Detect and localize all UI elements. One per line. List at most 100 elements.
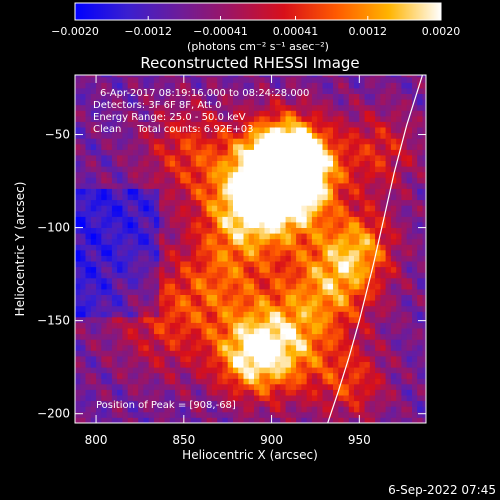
heatmap-cell [169, 110, 176, 117]
heatmap-cell [222, 367, 229, 374]
heatmap-cell [280, 344, 286, 351]
heatmap-cell [85, 266, 92, 273]
heatmap-cell [164, 322, 171, 329]
heatmap-cell [96, 249, 102, 256]
heatmap-cell [348, 143, 355, 150]
heatmap-cell [217, 115, 223, 122]
heatmap-cell [338, 182, 344, 189]
x-axis: 800 850 900 950 [85, 75, 371, 447]
heatmap-cell [190, 249, 197, 256]
heatmap-cell [275, 227, 281, 234]
heatmap-cell [111, 356, 118, 362]
heatmap-cell [185, 311, 192, 318]
heatmap-cell [364, 121, 371, 128]
heatmap-cell [280, 99, 286, 106]
x-tick-label: 800 [85, 433, 108, 447]
heatmap-cell [201, 227, 208, 234]
heatmap-cell [380, 76, 387, 83]
heatmap-cell [233, 383, 239, 390]
heatmap-cell [275, 82, 281, 89]
heatmap-cell [259, 222, 265, 228]
heatmap-cell [143, 188, 150, 195]
heatmap-cell [311, 333, 318, 340]
heatmap-cell [375, 383, 381, 390]
heatmap-cell [132, 344, 139, 351]
heatmap-cell [348, 104, 355, 111]
heatmap-cell [422, 75, 426, 78]
heatmap-cell [117, 238, 123, 245]
heatmap-cell [380, 361, 387, 368]
heatmap-cell [338, 266, 344, 273]
heatmap-cell [206, 75, 213, 78]
heatmap-cell [169, 199, 176, 206]
heatmap-cell [211, 82, 218, 89]
heatmap-cell [290, 104, 297, 111]
heatmap-cell [343, 378, 350, 385]
heatmap-cell [117, 244, 123, 251]
heatmap-cell [122, 406, 129, 413]
heatmap-cell [385, 138, 392, 145]
heatmap-cell [217, 138, 223, 145]
heatmap-cell [401, 177, 408, 184]
heatmap-cell [369, 160, 376, 167]
heatmap-cell [111, 400, 118, 407]
heatmap-cell [259, 188, 265, 195]
heatmap-cell [401, 138, 408, 145]
heatmap-cell [290, 177, 297, 184]
heatmap-cell [75, 356, 81, 362]
heatmap-cell [117, 339, 123, 346]
heatmap-cell [201, 344, 208, 351]
heatmap-cell [290, 361, 297, 368]
heatmap-cell [296, 104, 302, 111]
heatmap-cell [127, 372, 134, 379]
heatmap-cell [243, 238, 250, 245]
heatmap-cell [285, 277, 292, 284]
heatmap-cell [333, 216, 339, 223]
heatmap-cell [301, 406, 308, 413]
heatmap-cell [106, 322, 113, 329]
heatmap-cell [417, 261, 423, 268]
heatmap-cell [217, 367, 223, 374]
heatmap-cell [417, 188, 423, 195]
heatmap-cell [248, 249, 255, 256]
heatmap-cell [122, 361, 129, 368]
heatmap-cell [106, 121, 113, 128]
heatmap-cell [338, 395, 344, 402]
heatmap-cell [317, 121, 323, 128]
heatmap-cell [248, 171, 255, 178]
heatmap-cell [296, 199, 302, 206]
heatmap-cell [164, 389, 171, 396]
heatmap-cell [159, 121, 165, 128]
heatmap-cell [254, 328, 260, 335]
heatmap-cell [201, 283, 208, 290]
heatmap-cell [211, 283, 218, 290]
heatmap-cell [80, 316, 86, 323]
heatmap-cell [190, 361, 197, 368]
heatmap-cell [164, 88, 171, 94]
heatmap-cell [396, 177, 402, 184]
heatmap-cell [101, 93, 107, 100]
heatmap-cell [390, 188, 397, 195]
heatmap-cell [227, 76, 234, 83]
heatmap-cell [412, 344, 418, 351]
heatmap-cell [296, 261, 302, 268]
heatmap-cell [412, 328, 418, 335]
heatmap-cell [159, 367, 165, 374]
heatmap-cell [254, 356, 260, 362]
heatmap-cell [354, 227, 360, 234]
heatmap-cell [90, 406, 97, 413]
heatmap-cell [154, 411, 160, 418]
heatmap-cell [375, 277, 381, 284]
heatmap-cell [290, 205, 297, 212]
heatmap-cell [264, 93, 271, 100]
heatmap-cell [354, 205, 360, 212]
heatmap-cell [254, 127, 260, 134]
heatmap-cell [96, 177, 102, 184]
heatmap-cell [259, 138, 265, 145]
heatmap-cell [90, 76, 97, 83]
heatmap-cell [248, 199, 255, 206]
heatmap-cell [238, 283, 244, 290]
heatmap-cell [164, 378, 171, 385]
heatmap-cell [90, 210, 97, 217]
heatmap-cell [354, 199, 360, 206]
